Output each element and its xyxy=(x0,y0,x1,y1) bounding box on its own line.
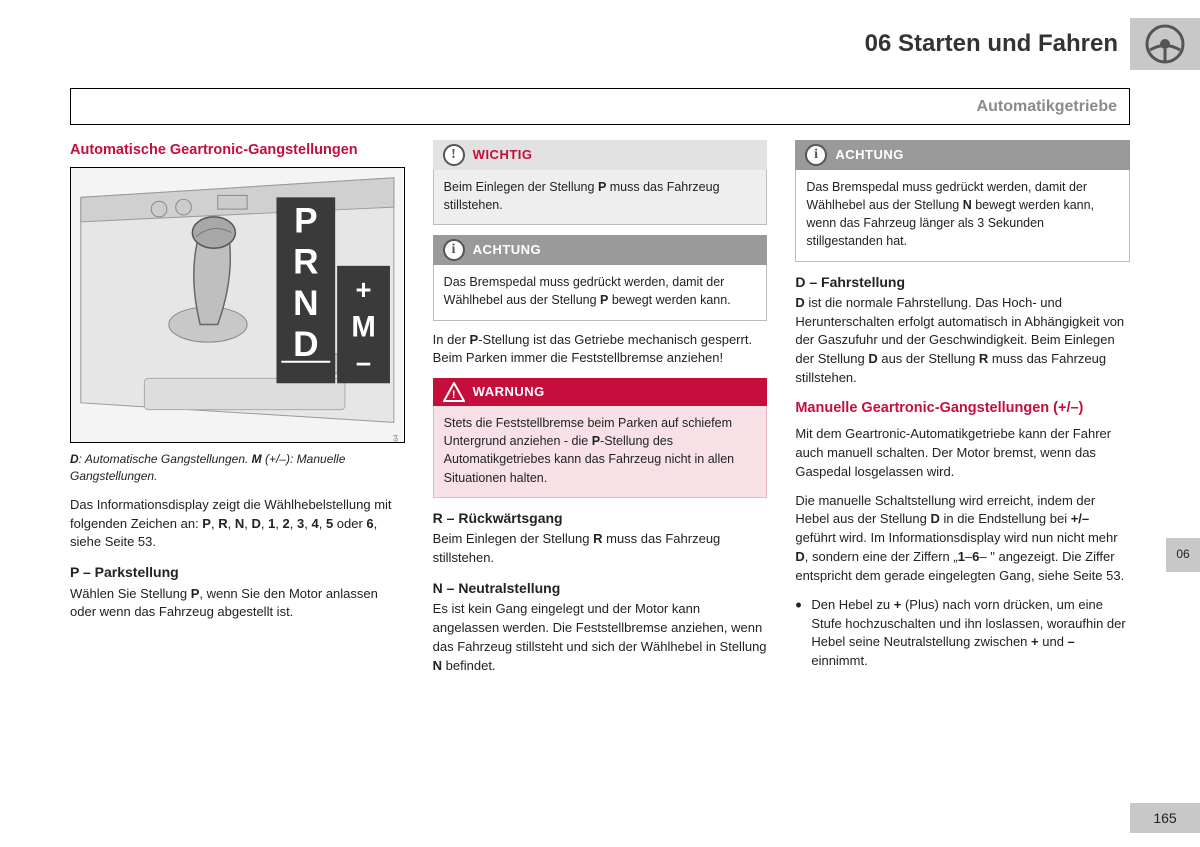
page-number: 165 xyxy=(1130,803,1200,833)
col3-red-heading: Manuelle Geartronic-Gangstellungen (+/–) xyxy=(795,398,1130,419)
col2-p-n: Es ist kein Gang eingelegt und der Motor… xyxy=(433,600,768,675)
svg-text:M: M xyxy=(351,310,375,343)
wichtig-label: WICHTIG xyxy=(473,146,533,165)
section-title-bar: Automatikgetriebe xyxy=(70,88,1130,125)
callout-head-achtung2: i ACHTUNG xyxy=(795,140,1130,170)
warning-triangle-icon: ! xyxy=(443,382,465,402)
side-chapter-tab: 06 xyxy=(1166,538,1200,572)
col1-p2: Wählen Sie Stellung P, wenn Sie den Moto… xyxy=(70,585,405,623)
figure-caption: D: Automatische Gangstellungen. M (+/–):… xyxy=(70,451,405,486)
subhead-p: P – Parkstellung xyxy=(70,562,405,582)
callout-achtung-2: i ACHTUNG Das Bremspedal muss gedrückt w… xyxy=(795,140,1130,262)
achtung1-body: Das Bremspedal muss gedrückt werden, dam… xyxy=(433,265,768,320)
col2-p-r: Beim Einlegen der Stellung R muss das Fa… xyxy=(433,530,768,568)
column-3: i ACHTUNG Das Bremspedal muss gedrückt w… xyxy=(795,140,1130,685)
subhead-r: R – Rückwärtsgang xyxy=(433,508,768,528)
col3-p-m1: Mit dem Geartronic-Automatikgetriebe kan… xyxy=(795,425,1130,482)
svg-text:P: P xyxy=(294,202,318,241)
achtung1-label: ACHTUNG xyxy=(473,241,542,260)
info-icon: i xyxy=(443,239,465,261)
achtung2-body: Das Bremspedal muss gedrückt werden, dam… xyxy=(795,170,1130,262)
callout-warnung: ! WARNUNG Stets die Feststellbremse beim… xyxy=(433,378,768,498)
callout-head-achtung1: i ACHTUNG xyxy=(433,235,768,265)
subhead-d: D – Fahrstellung xyxy=(795,272,1130,292)
gear-selector-figure: P R N D + M – G018264 xyxy=(70,167,405,443)
chapter-title: 06 Starten und Fahren xyxy=(865,27,1118,62)
gear-selector-illustration: P R N D + M – G018264 xyxy=(71,168,404,442)
col1-p1: Das Informationsdisplay zeigt die Wählhe… xyxy=(70,496,405,553)
svg-text:!: ! xyxy=(452,389,456,401)
callout-achtung-1: i ACHTUNG Das Bremspedal muss gedrückt w… xyxy=(433,235,768,320)
svg-text:–: – xyxy=(356,347,371,378)
col2-p1: In der P-Stellung ist das Getriebe mecha… xyxy=(433,331,768,369)
manual-page: 06 Starten und Fahren Automatikgetriebe … xyxy=(0,0,1200,847)
achtung2-label: ACHTUNG xyxy=(835,146,904,165)
warnung-body: Stets die Feststellbremse beim Parken au… xyxy=(433,406,768,498)
svg-text:R: R xyxy=(293,243,318,282)
chapter-header: 06 Starten und Fahren xyxy=(865,18,1200,70)
column-2: ! WICHTIG Beim Einlegen der Stellung P m… xyxy=(433,140,768,685)
svg-text:G018264: G018264 xyxy=(393,434,400,442)
bullet-1: Den Hebel zu + (Plus) nach vorn drücken,… xyxy=(811,596,1130,671)
steering-wheel-icon-box xyxy=(1130,18,1200,70)
svg-text:+: + xyxy=(356,274,372,305)
column-1: Automatische Geartronic-Gangstellungen xyxy=(70,140,405,685)
col1-heading: Automatische Geartronic-Gangstellungen xyxy=(70,140,405,161)
callout-head-warnung: ! WARNUNG xyxy=(433,378,768,406)
col3-p-m2: Die manuelle Schaltstellung wird erreich… xyxy=(795,492,1130,586)
warnung-label: WARNUNG xyxy=(473,383,545,402)
info-icon: i xyxy=(805,144,827,166)
callout-wichtig: ! WICHTIG Beim Einlegen der Stellung P m… xyxy=(433,140,768,225)
subhead-n: N – Neutralstellung xyxy=(433,578,768,598)
section-title: Automatikgetriebe xyxy=(83,95,1117,118)
steering-wheel-icon xyxy=(1144,23,1186,65)
svg-text:N: N xyxy=(293,284,318,323)
svg-text:D: D xyxy=(293,325,318,364)
manual-bullets: Den Hebel zu + (Plus) nach vorn drücken,… xyxy=(795,596,1130,671)
callout-head-wichtig: ! WICHTIG xyxy=(433,140,768,170)
content-columns: Automatische Geartronic-Gangstellungen xyxy=(70,140,1130,685)
col3-p-d: D ist die normale Fahrstellung. Das Hoch… xyxy=(795,294,1130,388)
wichtig-body: Beim Einlegen der Stellung P muss das Fa… xyxy=(433,170,768,225)
exclaim-icon: ! xyxy=(443,144,465,166)
